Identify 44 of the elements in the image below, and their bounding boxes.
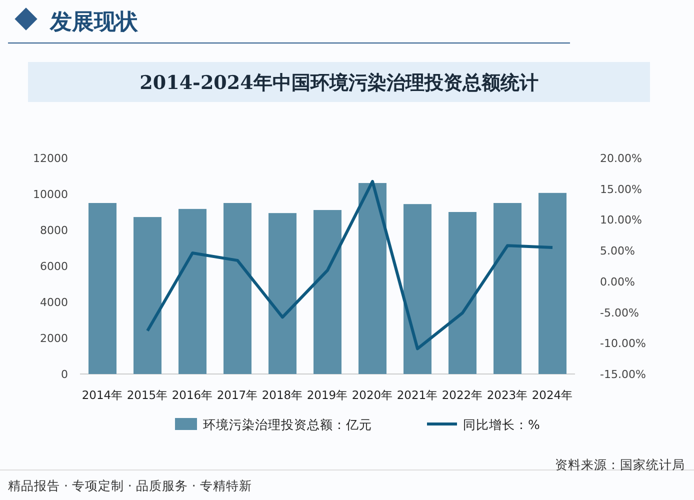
y2-tick-label: -10.00% bbox=[600, 337, 646, 350]
bar bbox=[448, 212, 476, 374]
y2-tick-label: 20.00% bbox=[600, 152, 642, 165]
y-tick-label: 2000 bbox=[40, 332, 68, 345]
x-tick-label: 2016年 bbox=[172, 388, 214, 402]
bar bbox=[538, 192, 566, 374]
y-tick-label: 12000 bbox=[33, 152, 68, 165]
x-tick-label: 2015年 bbox=[126, 388, 168, 402]
y2-tick-label: 10.00% bbox=[600, 214, 642, 227]
x-tick-label: 2017年 bbox=[216, 388, 258, 402]
y-tick-label: 8000 bbox=[40, 224, 68, 237]
bar bbox=[268, 213, 296, 374]
x-tick-label: 2023年 bbox=[486, 388, 528, 402]
bar bbox=[224, 203, 252, 374]
x-tick-label: 2014年 bbox=[82, 388, 124, 402]
y-tick-label: 6000 bbox=[40, 260, 68, 273]
bar bbox=[358, 183, 386, 374]
y2-tick-label: 15.00% bbox=[600, 182, 642, 196]
y2-tick-label: -5.00% bbox=[600, 306, 639, 320]
y2-tick-label: 5.00% bbox=[600, 244, 635, 258]
text: 精品报告 · 专项定制 · 品质服务 · 专精特新 bbox=[8, 478, 252, 493]
text: 资料来源：国家统计局 bbox=[555, 457, 685, 472]
bar bbox=[178, 208, 206, 374]
legend-label: 环境污染治理投资总额：亿元 bbox=[203, 417, 372, 432]
x-tick-label: 2018年 bbox=[262, 388, 304, 402]
legend-label: 同比增长：% bbox=[463, 417, 540, 432]
chart-title: 2014-2024年中国环境污染治理投资总额统计 bbox=[140, 72, 538, 94]
y2-tick-label: 0.00% bbox=[600, 275, 635, 288]
x-tick-label: 2020年 bbox=[352, 388, 394, 402]
bar bbox=[404, 204, 432, 374]
x-tick-label: 2024年 bbox=[532, 388, 574, 402]
x-tick-label: 2022年 bbox=[442, 388, 484, 402]
y-tick-label: 4000 bbox=[40, 296, 68, 309]
text: 发展现状 bbox=[49, 10, 139, 35]
y-tick-label: 10000 bbox=[33, 188, 68, 201]
line-series bbox=[146, 180, 554, 350]
bar bbox=[88, 203, 116, 374]
x-tick-label: 2019年 bbox=[306, 388, 348, 402]
y2-tick-label: -15.00% bbox=[600, 368, 646, 381]
bar bbox=[314, 210, 342, 374]
y-tick-label: 0 bbox=[61, 368, 68, 381]
x-tick-label: 2021年 bbox=[396, 388, 438, 402]
bar bbox=[134, 217, 162, 374]
bar bbox=[494, 203, 522, 374]
